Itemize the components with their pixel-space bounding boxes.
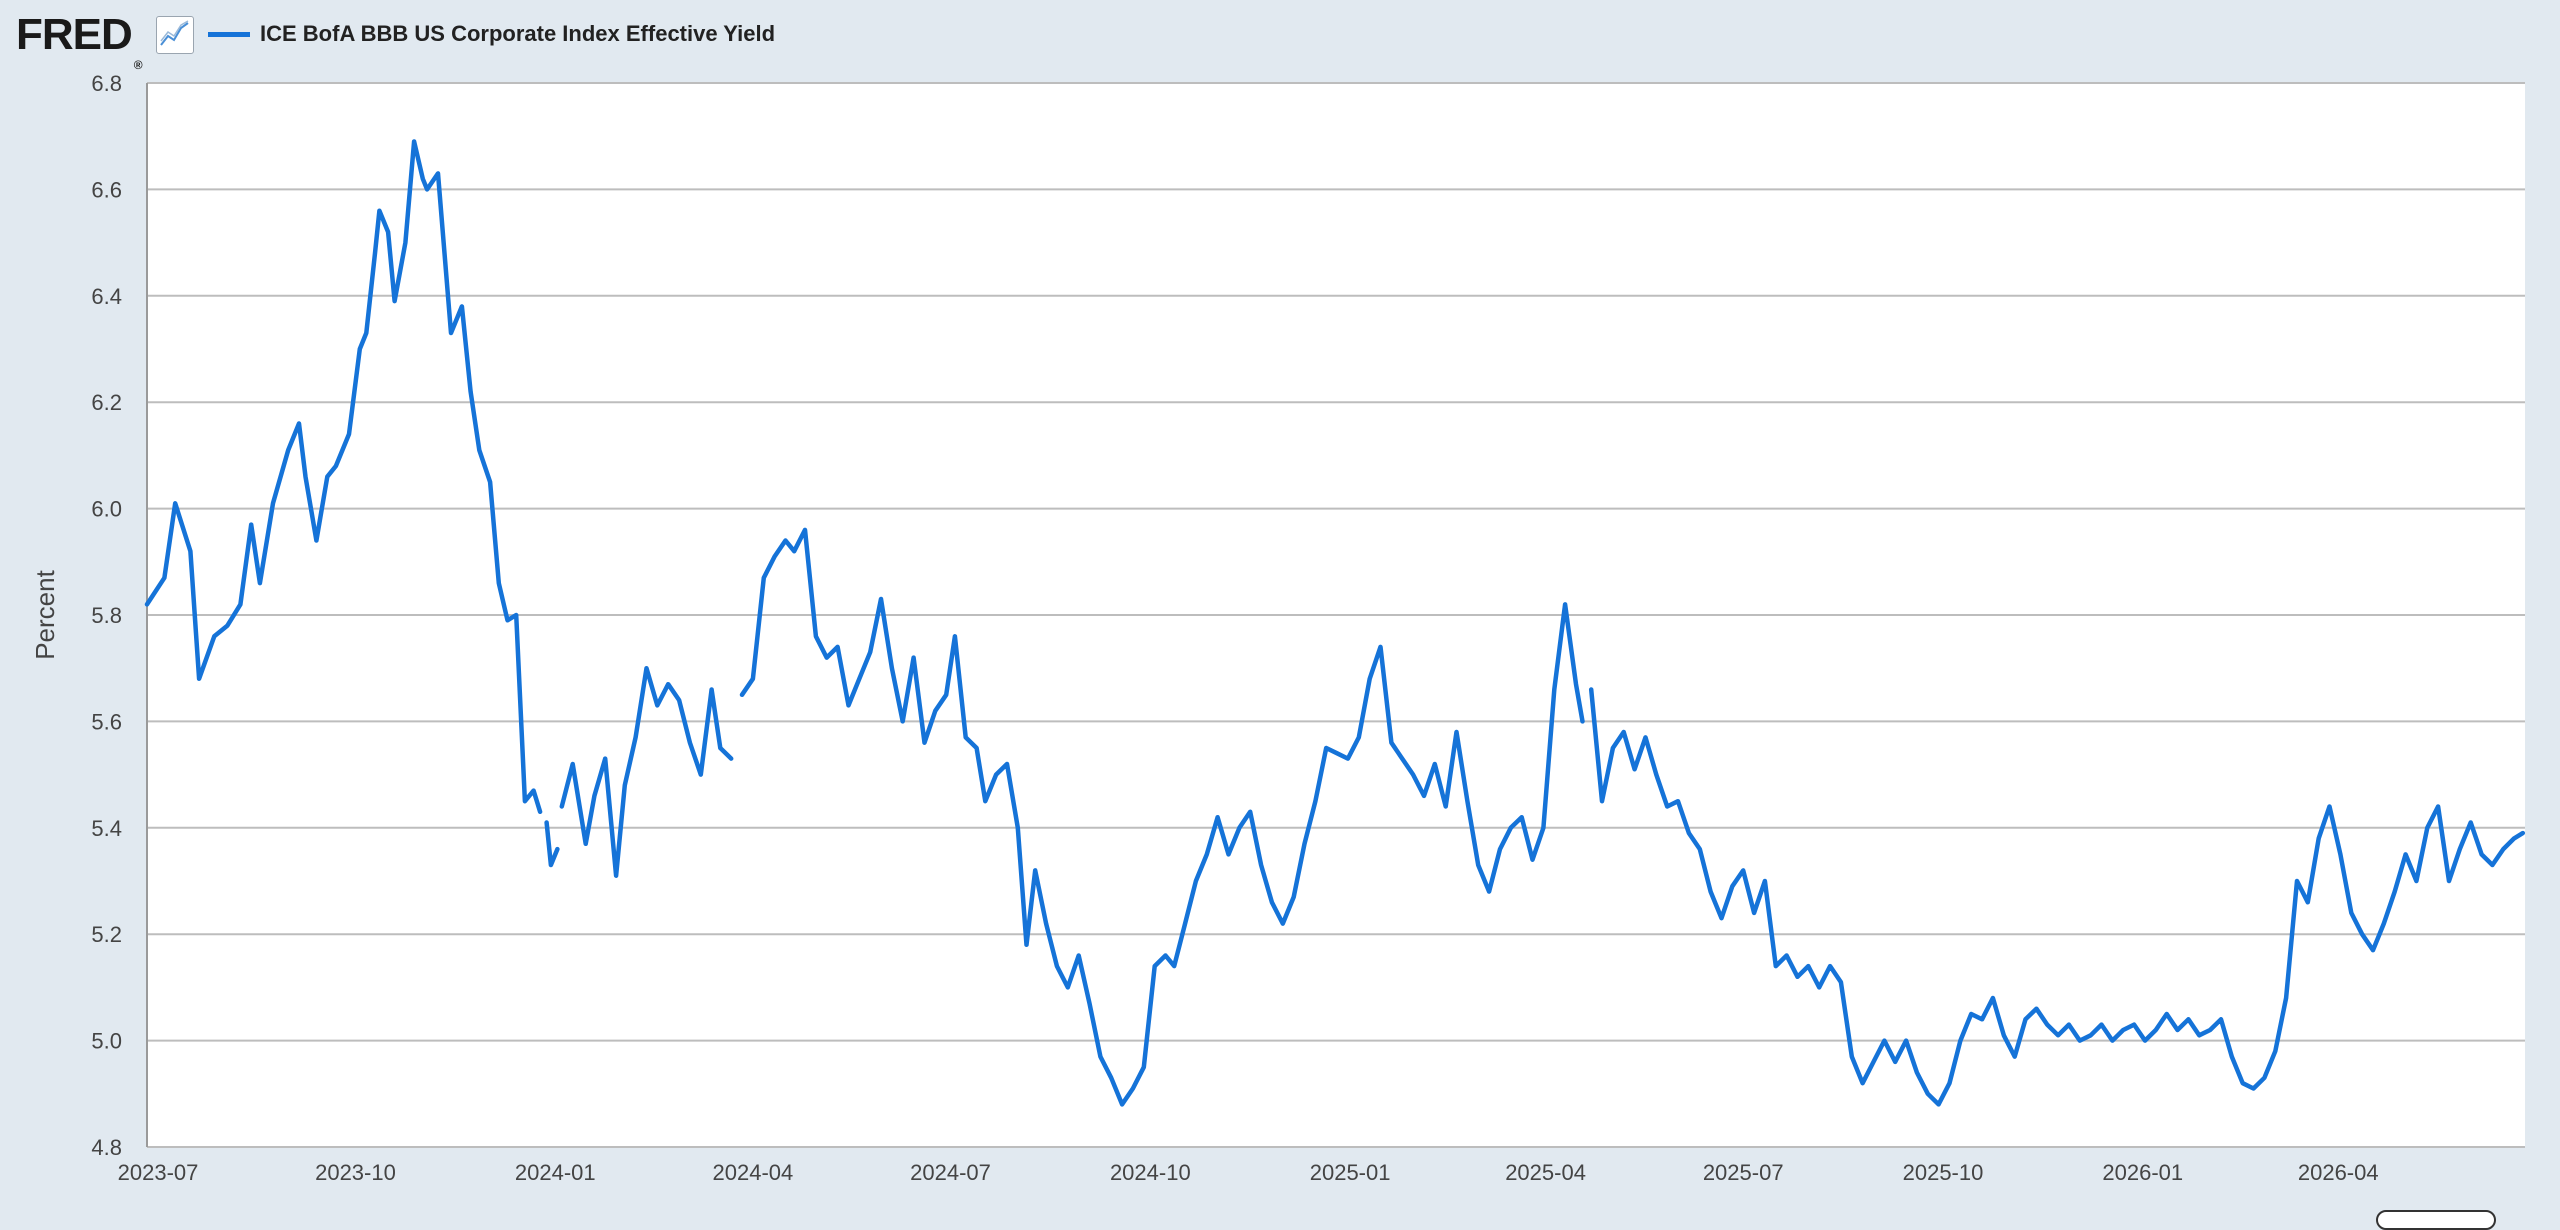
y-tick-label: 5.0 bbox=[91, 1029, 122, 1054]
y-tick-label: 6.6 bbox=[91, 177, 122, 202]
fred-logo[interactable]: FRED® bbox=[16, 8, 143, 72]
legend: ICE BofA BBB US Corporate Index Effectiv… bbox=[208, 16, 775, 52]
series-line bbox=[144, 139, 543, 815]
y-tick-label: 4.8 bbox=[91, 1135, 122, 1160]
y-axis-label: Percent bbox=[30, 569, 60, 659]
registered-mark: ® bbox=[133, 58, 143, 72]
y-tick-label: 5.6 bbox=[91, 709, 122, 734]
share-button[interactable] bbox=[2376, 1210, 2496, 1230]
x-tick-label: 2026-01 bbox=[2102, 1160, 2183, 1185]
y-tick-label: 6.2 bbox=[91, 390, 122, 415]
line-chart-icon[interactable] bbox=[156, 16, 194, 54]
x-tick-label: 2024-10 bbox=[1110, 1160, 1191, 1185]
chart-header: FRED® ICE BofA BBB US Corporate Index Ef… bbox=[0, 0, 2560, 72]
y-tick-label: 6.0 bbox=[91, 497, 122, 522]
x-tick-label: 2025-07 bbox=[1703, 1160, 1784, 1185]
fred-logo-text: FRED bbox=[16, 10, 133, 59]
x-tick-label: 2024-01 bbox=[515, 1160, 596, 1185]
legend-swatch bbox=[208, 31, 250, 37]
x-tick-label: 2025-01 bbox=[1310, 1160, 1391, 1185]
y-tick-label: 6.4 bbox=[91, 284, 122, 309]
y-tick-label: 5.8 bbox=[91, 603, 122, 628]
y-tick-label: 5.2 bbox=[91, 922, 122, 947]
x-tick-label: 2026-04 bbox=[2298, 1160, 2379, 1185]
y-tick-label: 5.4 bbox=[91, 816, 122, 841]
x-tick-label: 2024-07 bbox=[910, 1160, 991, 1185]
series-line bbox=[544, 820, 560, 868]
series-line bbox=[559, 665, 734, 878]
x-tick-label: 2023-07 bbox=[118, 1160, 199, 1185]
legend-label: ICE BofA BBB US Corporate Index Effectiv… bbox=[260, 21, 776, 46]
series-line bbox=[1588, 687, 2526, 1107]
series-line bbox=[739, 527, 1585, 1107]
x-tick-label: 2025-10 bbox=[1903, 1160, 1984, 1185]
x-tick-label: 2025-04 bbox=[1505, 1160, 1586, 1185]
y-tick-label: 6.8 bbox=[91, 71, 122, 96]
x-tick-label: 2024-04 bbox=[713, 1160, 794, 1185]
x-tick-label: 2023-10 bbox=[315, 1160, 396, 1185]
